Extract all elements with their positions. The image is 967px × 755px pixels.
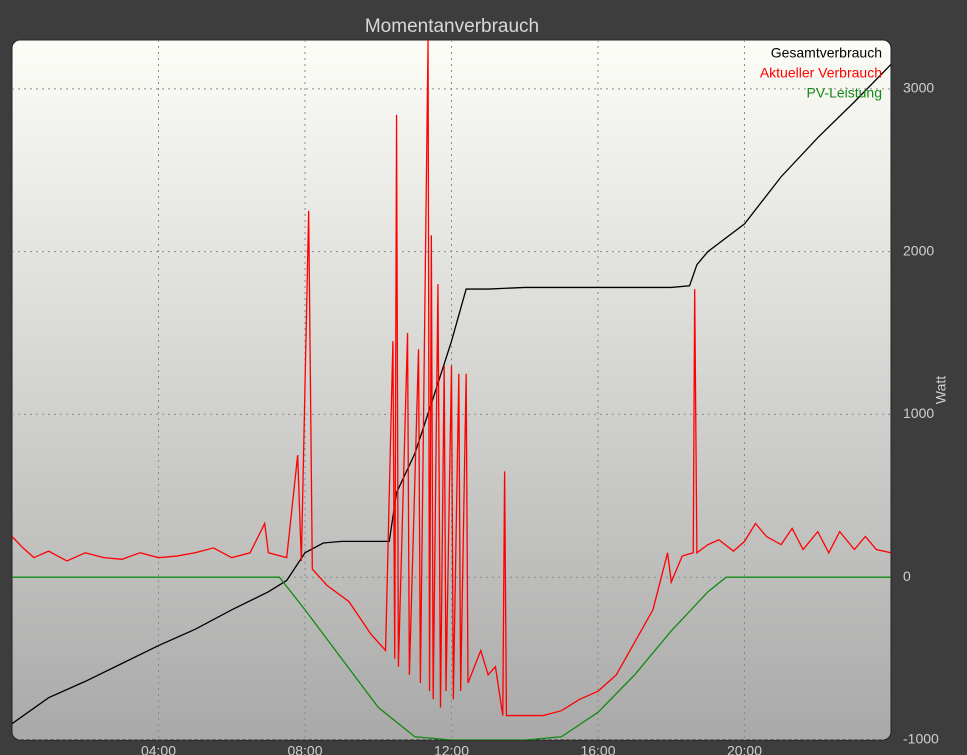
y-tick-label: 2000 bbox=[903, 242, 934, 258]
y-tick-label: 1000 bbox=[903, 405, 934, 421]
x-tick-label: 12:00 bbox=[434, 743, 469, 755]
y-tick-label: 0 bbox=[903, 568, 911, 584]
x-tick-label: 04:00 bbox=[141, 743, 176, 755]
series-line bbox=[12, 63, 891, 725]
plot bbox=[12, 40, 891, 740]
x-tick-label: 20:00 bbox=[727, 743, 762, 755]
chart-title: Momentanverbrauch bbox=[365, 16, 539, 37]
x-tick-label: 16:00 bbox=[580, 743, 615, 755]
series-line bbox=[12, 40, 891, 717]
legend-entry: Gesamtverbrauch bbox=[771, 45, 882, 61]
y-tick-label: -1000 bbox=[903, 731, 939, 747]
y-tick-label: 3000 bbox=[903, 80, 934, 96]
series-line bbox=[12, 576, 891, 740]
y-axis-label: Watt bbox=[933, 376, 949, 404]
legend-entry: Aktueller Verbrauch bbox=[760, 65, 882, 81]
legend-entry: PV-Leistung bbox=[807, 85, 883, 101]
x-tick-label: 08:00 bbox=[287, 743, 322, 755]
